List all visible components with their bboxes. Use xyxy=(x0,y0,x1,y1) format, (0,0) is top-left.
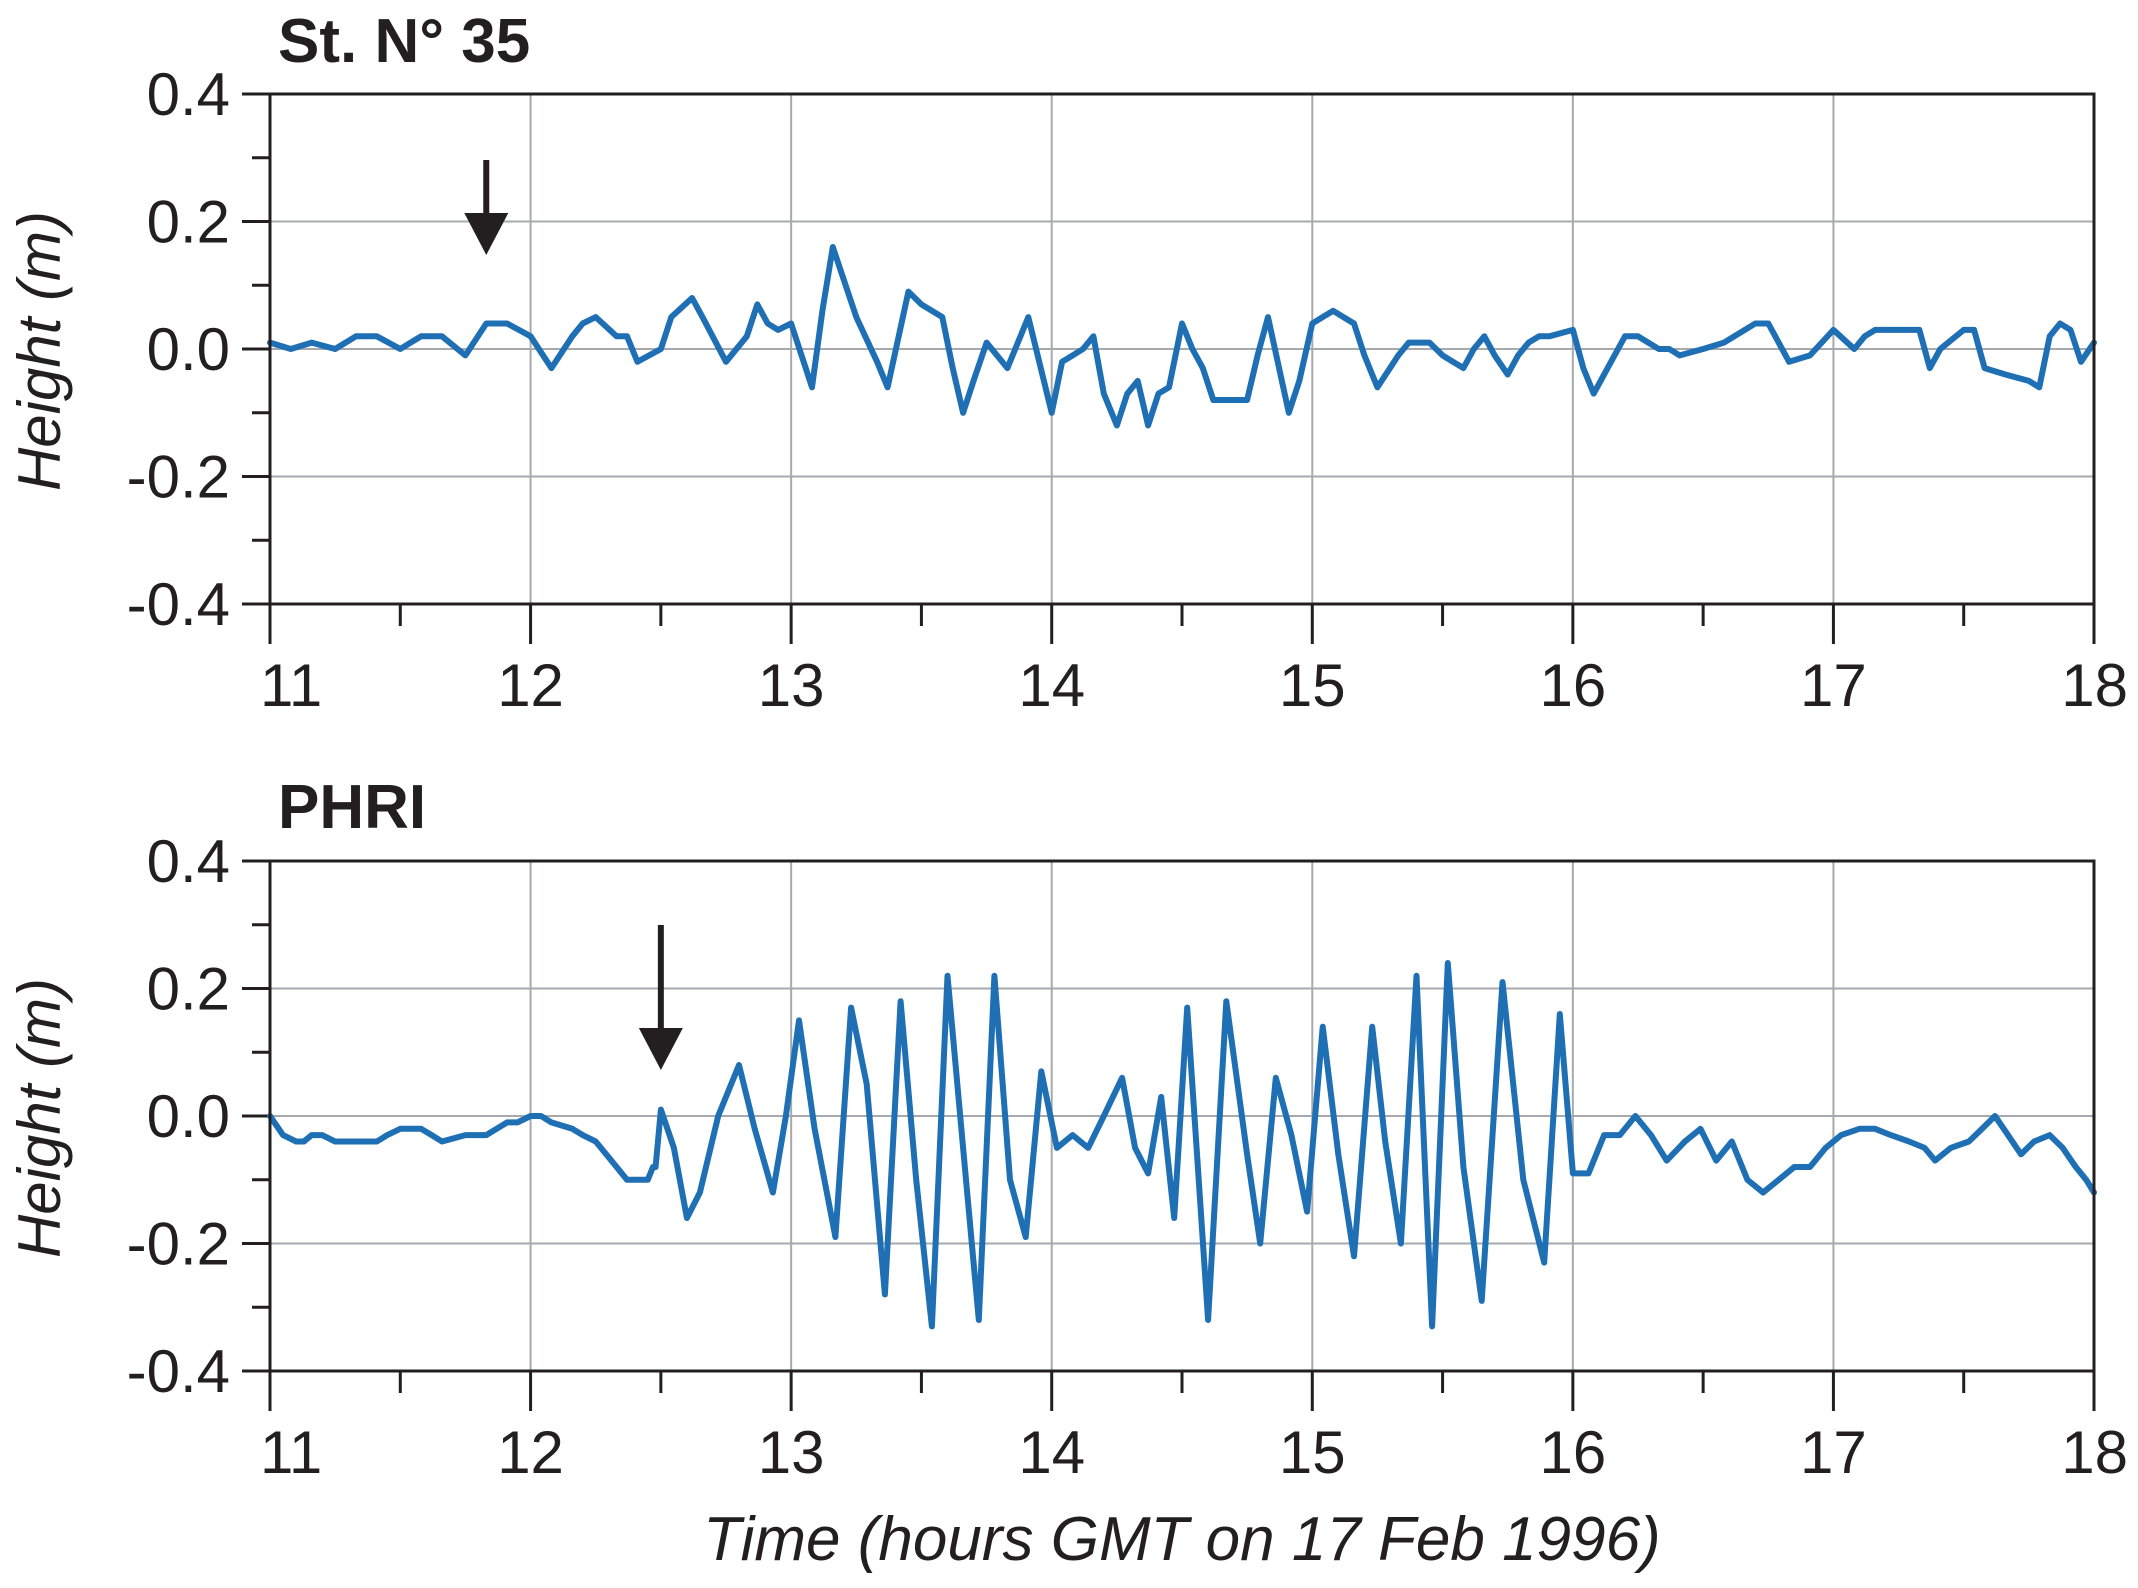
y-tick-label: 0.4 xyxy=(147,61,230,128)
y-tick-label: 0.0 xyxy=(147,316,230,383)
data-series-line xyxy=(267,960,2097,1330)
x-tick-label: 14 xyxy=(1018,1419,1085,1486)
y-tick-label: -0.2 xyxy=(127,1211,230,1278)
x-tick-label: 17 xyxy=(1800,1419,1867,1486)
y-axis-label: Height (m) xyxy=(6,211,73,491)
x-tick-label: 12 xyxy=(497,1419,564,1486)
y-tick-label: -0.2 xyxy=(127,444,230,511)
x-tick-label: 18 xyxy=(2061,1419,2128,1486)
y-axis-label: Height (m) xyxy=(6,978,73,1258)
x-tick-label: 13 xyxy=(758,1419,825,1486)
x-tick-label: 14 xyxy=(1018,652,1085,719)
x-tick-label: 15 xyxy=(1279,652,1346,719)
plot-frame xyxy=(268,859,2096,1373)
data-series-line xyxy=(267,244,2097,429)
x-axis-label: Time (hours GMT on 17 Feb 1996) xyxy=(703,1505,1660,1574)
y-tick-label: -0.4 xyxy=(127,1338,230,1405)
arrival-arrow-head xyxy=(464,213,509,255)
y-tick-label: -0.4 xyxy=(127,571,230,638)
x-tick-label: 15 xyxy=(1279,1419,1346,1486)
x-tick-label: 18 xyxy=(2061,652,2128,719)
panel-title: St. N° 35 xyxy=(278,7,530,76)
plot-frame xyxy=(268,92,2096,606)
arrival-arrow-head xyxy=(638,1028,683,1070)
y-tick-label: 0.2 xyxy=(147,189,230,256)
x-tick-label: 17 xyxy=(1800,652,1867,719)
x-tick-label: 16 xyxy=(1539,652,1606,719)
panel-phri: PHRI Height (m) 11 12 13 14 15 16 17 18 0.4 0.2 0.… xyxy=(6,773,2128,1486)
x-tick-label: 11 xyxy=(260,652,322,719)
x-tick-label: 11 xyxy=(260,1419,322,1486)
panel-title: PHRI xyxy=(278,773,426,842)
x-tick-label: 13 xyxy=(758,652,825,719)
y-tick-label: 0.2 xyxy=(147,956,230,1023)
x-tick-label: 16 xyxy=(1539,1419,1606,1486)
x-tick-label: 12 xyxy=(497,652,564,719)
y-tick-label: 0.0 xyxy=(147,1083,230,1150)
panel-st35: St. N° 35 Height (m) 11 12 13 14 15 16 17 18 0.4… xyxy=(6,7,2128,719)
y-tick-label: 0.4 xyxy=(147,828,230,895)
